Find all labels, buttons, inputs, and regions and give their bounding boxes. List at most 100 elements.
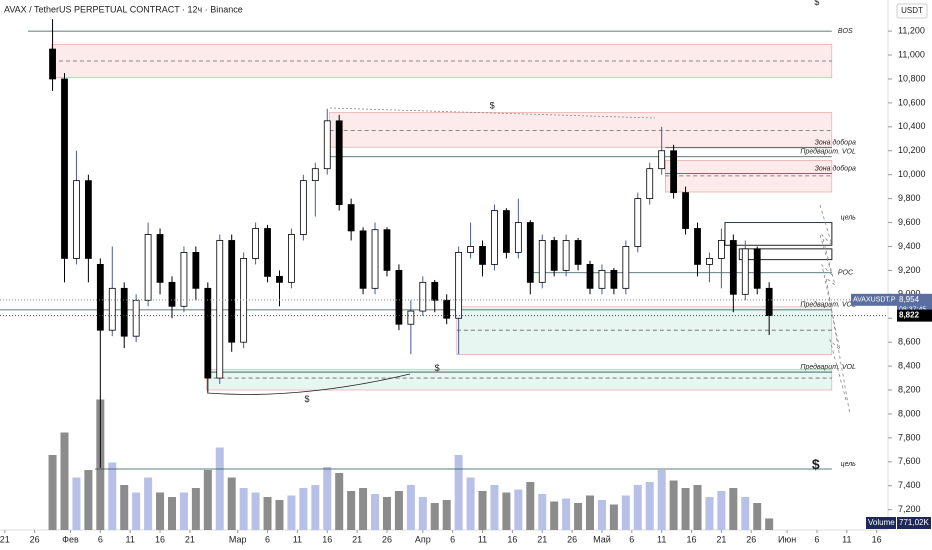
volume-bar: [394, 491, 403, 530]
y-tick-label: 8,400: [898, 360, 921, 370]
volume-bar: [179, 492, 188, 530]
volume-bar: [132, 492, 141, 530]
candle-body: [419, 281, 427, 312]
candle-body: [299, 180, 307, 235]
level-label: Предварит. VOL: [800, 301, 856, 309]
volume-bar: [586, 495, 595, 530]
candle-body: [371, 229, 379, 289]
volume-bar: [311, 485, 320, 530]
candle-body: [132, 299, 140, 337]
y-tick-label: 10,000: [898, 169, 926, 179]
x-tick-label: Май: [593, 534, 611, 544]
volume-bar: [251, 492, 260, 530]
candle-body: [646, 168, 654, 200]
candle-body: [741, 248, 749, 295]
x-tick-label: Июн: [778, 534, 796, 544]
volume-bar: [466, 477, 475, 530]
volume-bar: [741, 497, 750, 530]
candle-body: [670, 150, 678, 194]
volume-bar: [347, 491, 356, 530]
currency-box: [896, 3, 928, 19]
x-tick-label: 26: [30, 534, 40, 544]
y-tick-label: 7,400: [898, 480, 921, 490]
candle-body: [550, 240, 558, 271]
volume-title: Volume: [868, 518, 895, 527]
volume-bar: [609, 504, 618, 530]
candle-body: [526, 222, 534, 283]
y-tick-label: 8,000: [898, 408, 921, 418]
volume-bar: [562, 498, 571, 530]
y-tick-label: 10,400: [898, 121, 926, 131]
y-tick-label: 11,200: [898, 25, 925, 35]
candle-body: [694, 228, 701, 265]
candle-body: [383, 229, 391, 271]
x-tick-label: 16: [872, 534, 882, 544]
volume-bar: [418, 497, 427, 530]
x-tick-label: 16: [155, 534, 165, 544]
zone: [456, 306, 833, 355]
candle-body: [586, 264, 594, 289]
volume-bar: [705, 497, 714, 530]
zone: [738, 248, 833, 261]
volume-bar: [263, 497, 272, 530]
volume-box: [866, 517, 896, 529]
volume-bar: [48, 455, 57, 530]
last-price-tag: [897, 309, 932, 322]
candle-body: [180, 252, 188, 307]
volume-bar: [156, 492, 165, 530]
candle-body: [753, 248, 761, 289]
x-tick-label: 6: [629, 534, 634, 544]
y-tick-label: 10,800: [898, 73, 926, 83]
candle-body: [359, 230, 367, 289]
volume-bar: [645, 482, 654, 530]
candle-body: [120, 287, 128, 337]
candle-body: [407, 310, 415, 325]
x-tick-label: Апр: [415, 534, 431, 544]
volume-bar: [765, 518, 774, 530]
volume-bar: [538, 494, 547, 530]
x-tick-label: 26: [567, 534, 577, 544]
level-label: цель: [841, 214, 857, 221]
y-tick-label: 9,600: [898, 217, 921, 227]
volume-bar: [275, 500, 284, 530]
candle-body: [264, 228, 271, 277]
volume-bar: [657, 470, 666, 530]
candle-body: [323, 120, 331, 170]
y-tick-label: 7,200: [898, 504, 921, 514]
x-tick-label: 16: [687, 534, 697, 544]
candle-body: [729, 240, 737, 295]
zone: [665, 160, 833, 193]
candle-body: [503, 210, 510, 253]
symbol-tag-label: AVAXUSDT.P: [853, 297, 896, 304]
volume-bar: [144, 477, 153, 530]
candle-body: [73, 180, 80, 259]
y-tick-label: 11,000: [898, 49, 925, 59]
drawings: [206, 107, 851, 416]
y-tick-label: 8,200: [898, 384, 921, 394]
candle-body: [455, 252, 463, 319]
annotation: $: [304, 394, 309, 404]
x-tick-label: 21: [185, 534, 195, 544]
volume-bar: [717, 491, 726, 530]
y-tick-label: 7,600: [898, 456, 921, 466]
volume-bar: [108, 462, 117, 530]
volume-bar: [550, 501, 559, 530]
candle-body: [491, 210, 498, 265]
last-price-label: 8,822: [899, 311, 920, 320]
candle-body: [216, 240, 224, 379]
x-tick-label: Мар: [229, 534, 247, 544]
x-tick-label: 21: [716, 534, 726, 544]
zone: [51, 44, 833, 79]
x-tick-label: 6: [265, 534, 270, 544]
level-label: BOS: [838, 28, 853, 35]
candle-body: [431, 281, 439, 301]
x-tick-label: 6: [814, 534, 819, 544]
candle-body: [276, 275, 283, 283]
candle-body: [538, 240, 546, 283]
level-label: цель: [841, 461, 857, 468]
volume-bar: [60, 432, 69, 530]
zone: [206, 369, 833, 391]
volume-bar: [490, 485, 499, 530]
